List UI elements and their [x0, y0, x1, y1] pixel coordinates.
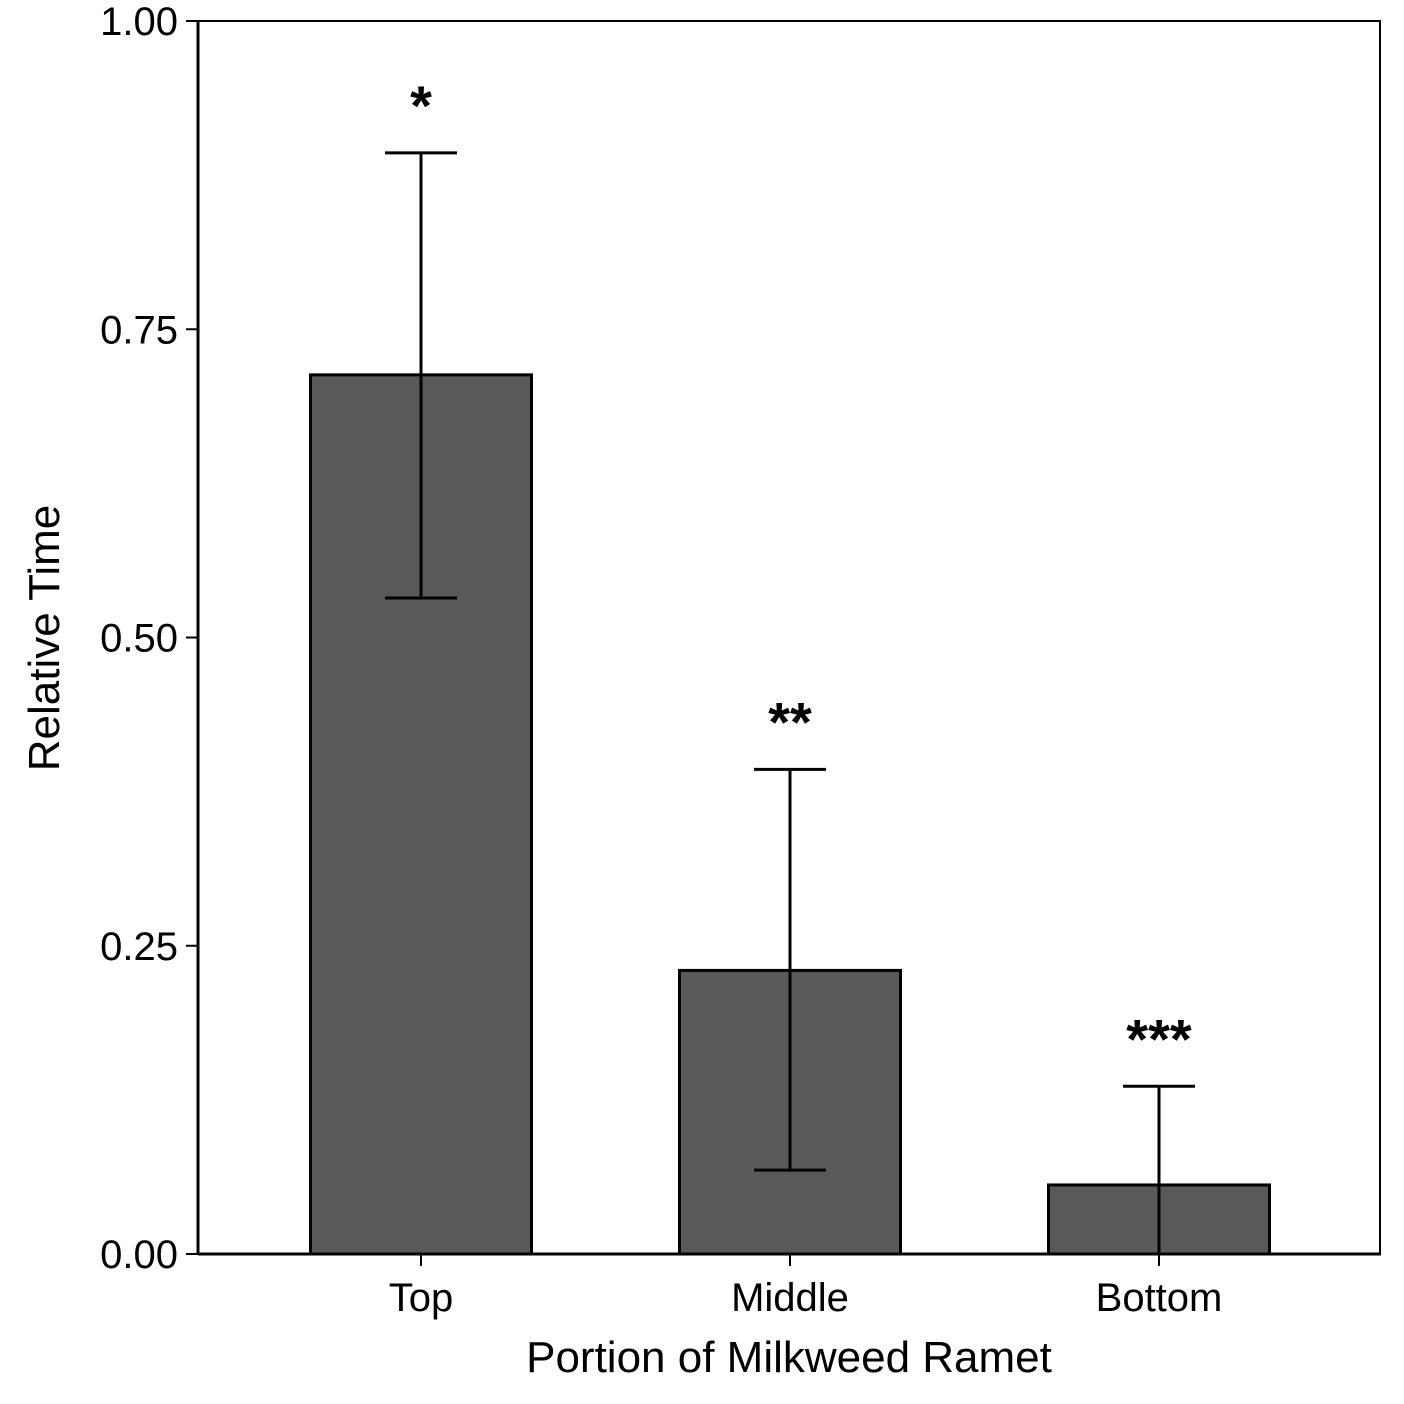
x-tick-label-bottom: Bottom [1096, 1276, 1223, 1320]
y-ticks-layer: 0.00 0.25 0.50 0.75 1.00 [100, 0, 198, 1277]
y-tick-label-1: 0.25 [100, 925, 178, 969]
x-tick-label-middle: Middle [731, 1276, 849, 1320]
y-tick-label-0: 0.00 [100, 1233, 178, 1277]
y-tick-label-2: 0.50 [100, 617, 178, 661]
significance-label-top: * [410, 74, 432, 137]
error-bars-layer [385, 151, 1195, 1254]
y-tick-label-3: 0.75 [100, 308, 178, 352]
x-ticks-layer: Top Middle Bottom [389, 1254, 1223, 1320]
significance-labels-layer: ****** [410, 74, 1192, 1070]
y-axis-title: Relative Time [20, 505, 69, 772]
x-axis-title: Portion of Milkweed Ramet [526, 1333, 1052, 1382]
y-tick-label-4: 1.00 [100, 0, 178, 44]
significance-label-bottom: *** [1126, 1007, 1192, 1070]
x-tick-label-top: Top [389, 1276, 454, 1320]
significance-label-middle: ** [768, 690, 812, 753]
